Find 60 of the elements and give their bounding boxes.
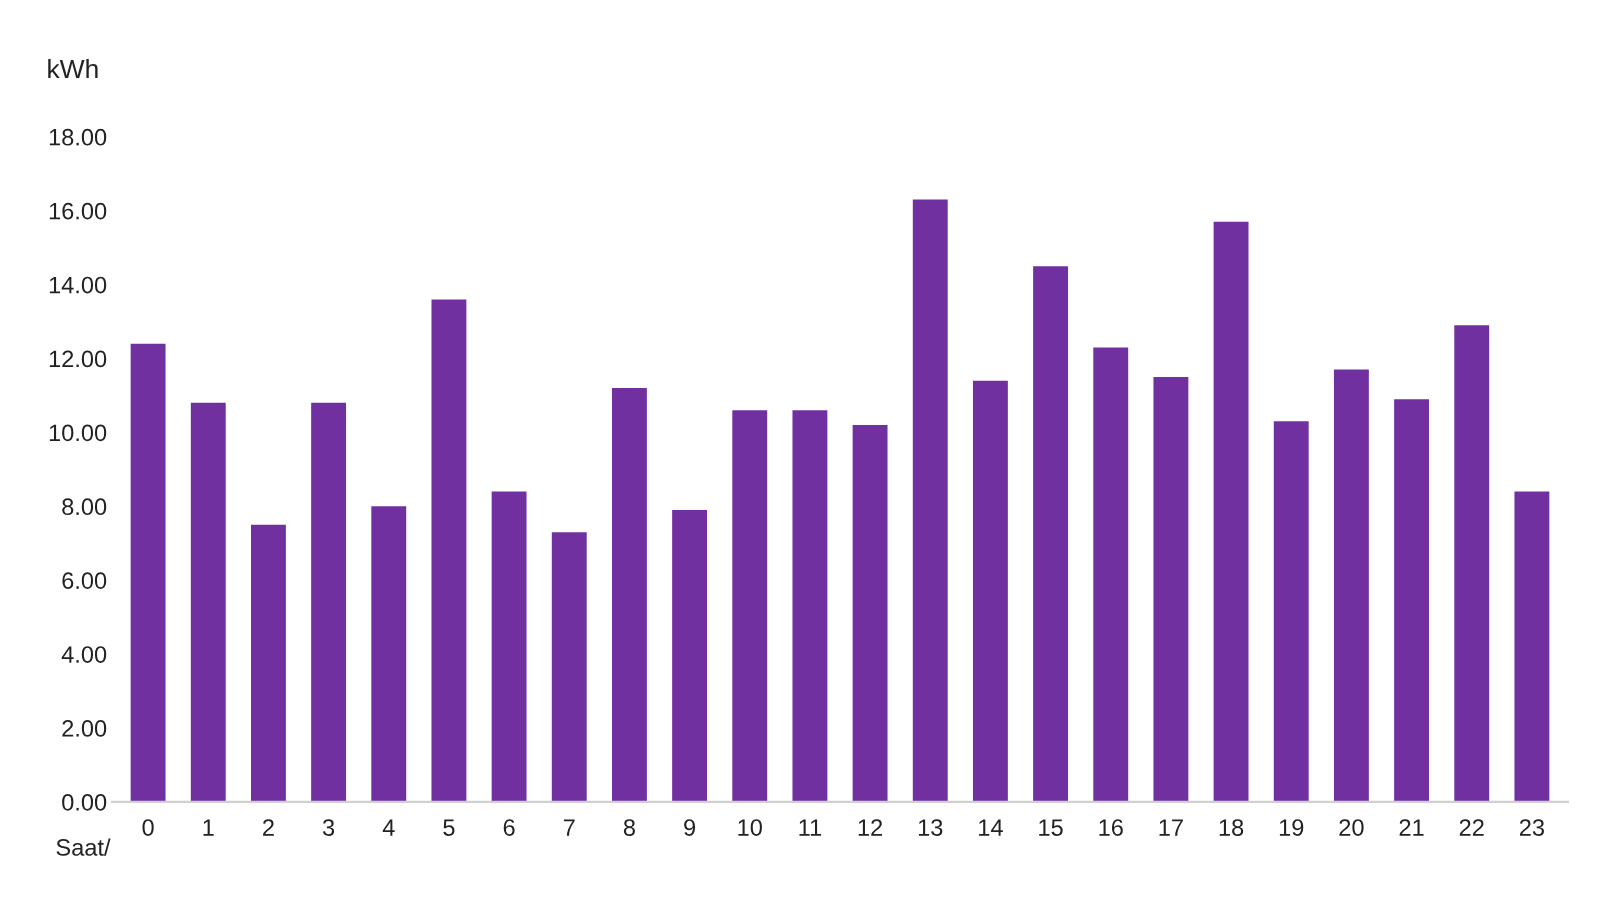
bar [732, 410, 768, 802]
x-tick-label: 6 [503, 819, 515, 836]
bar [1273, 421, 1309, 802]
x-tick-label: 1 [203, 819, 214, 836]
bar [311, 402, 347, 802]
bar [672, 509, 708, 802]
x-tick-label: 12 [858, 819, 883, 836]
y-tick-label: 14.00 [49, 276, 107, 294]
x-tick-label: 13 [918, 819, 943, 836]
x-tick-label: 9 [684, 819, 696, 836]
x-tick-label: 15 [1039, 819, 1063, 836]
x-tick-label: 7 [563, 819, 575, 836]
x-tick-label: 0 [142, 819, 154, 836]
x-tick-label: 10 [738, 819, 762, 836]
x-tick-label: 16 [1099, 819, 1123, 836]
bar [250, 524, 286, 802]
y-tick-label: 6.00 [62, 572, 107, 589]
bar [1093, 347, 1129, 802]
bar [491, 491, 527, 802]
bar [972, 380, 1008, 802]
bar [792, 410, 828, 802]
bar [371, 506, 407, 802]
y-tick-label: 0.00 [62, 793, 107, 811]
bar [551, 532, 587, 802]
x-tick-label: 2 [263, 819, 274, 836]
x-tick-label: 8 [623, 819, 635, 836]
y-tick-label: 2.00 [62, 720, 107, 737]
bar [1153, 376, 1189, 802]
bar [1213, 221, 1249, 802]
x-tick-label: 17 [1159, 819, 1183, 836]
x-tick-label: 19 [1279, 819, 1304, 836]
bar [1333, 369, 1369, 802]
x-tick-label: 11 [799, 819, 822, 836]
bar [431, 299, 467, 802]
bar [1514, 491, 1550, 802]
x-tick-label: 21 [1399, 819, 1424, 836]
bar [611, 388, 647, 802]
bar [190, 402, 226, 802]
y-tick-label: 10.00 [49, 424, 107, 442]
x-axis-title: Saat/ [56, 838, 111, 856]
y-tick-label: 4.00 [61, 646, 107, 663]
x-tick-label: 23 [1519, 819, 1544, 836]
x-tick-label: 3 [322, 819, 335, 836]
x-tick-label: 18 [1219, 819, 1244, 836]
bar [912, 199, 948, 802]
y-tick-label: 16.00 [49, 202, 107, 220]
x-tick-label: 20 [1339, 819, 1364, 836]
y-axis-title: kWh [48, 58, 98, 79]
bar [1454, 325, 1490, 802]
y-tick-label: 12.00 [49, 350, 107, 368]
x-tick-label: 22 [1459, 819, 1484, 836]
bar [852, 425, 888, 802]
x-tick-label: 4 [382, 819, 395, 836]
bar [130, 343, 166, 802]
x-tick-label: 5 [443, 819, 455, 836]
y-tick-label: 18.00 [49, 128, 107, 146]
y-tick-label: 8.00 [62, 498, 107, 516]
bar [1394, 399, 1430, 802]
x-tick-label: 14 [979, 819, 1003, 836]
bar [1033, 266, 1069, 802]
